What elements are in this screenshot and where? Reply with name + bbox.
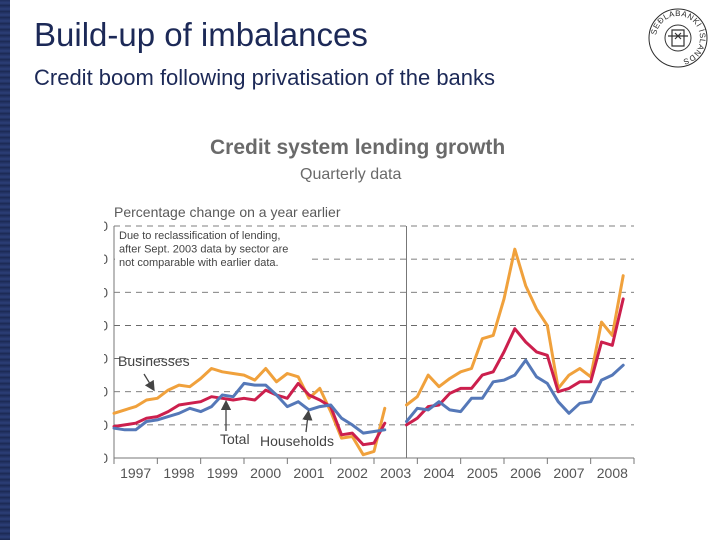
slide-subtitle: Credit boom following privatisation of t… [34, 65, 496, 90]
x-tick-label: 2005 [467, 465, 498, 481]
slide-left-border [0, 0, 10, 540]
annotation-businesses: Businesses [118, 353, 190, 369]
x-tick-label: 2008 [597, 465, 628, 481]
x-tick-label: 2003 [380, 465, 411, 481]
x-tick-label: 2004 [423, 465, 454, 481]
x-tick-label: 1999 [207, 465, 238, 481]
series-line-total [405, 297, 625, 427]
seal-lettering: SEÐLABANKI ÍSLANDS [649, 9, 707, 66]
x-tick-label: 2001 [293, 465, 324, 481]
series-line-total [112, 381, 387, 447]
x-tick-label: 2006 [510, 465, 541, 481]
y-tick-label: 70 [104, 218, 108, 234]
chart-subtitle: Quarterly data [300, 166, 401, 183]
y-tick-label: 50 [104, 284, 108, 300]
line-chart: Credit system lending growth Quarterly d… [92, 136, 635, 481]
chart-title: Credit system lending growth [210, 136, 505, 159]
y-tick-label: 20 [104, 384, 108, 400]
y-tick-label: 10 [104, 417, 108, 433]
annotation-households: Households [260, 433, 334, 449]
chart-note-line: after Sept. 2003 data by sector are [119, 244, 288, 256]
chart-container: Credit system lending growth Quarterly d… [92, 128, 650, 488]
chart-note: Due to reclassification of lending, after… [119, 230, 288, 269]
x-tick-label: 2007 [553, 465, 584, 481]
series-line-businesses [405, 247, 625, 407]
chart-note-line: Due to reclassification of lending, [119, 230, 280, 242]
x-tick-label: 2000 [250, 465, 281, 481]
annotation-arrow-households [302, 409, 313, 433]
annotation-total: Total [220, 431, 250, 447]
y-tick-label: 40 [104, 317, 108, 333]
x-tick-label: 1997 [120, 465, 151, 481]
x-tick-label: 2002 [337, 465, 368, 481]
x-tick-label: 1998 [163, 465, 194, 481]
annotation-arrow-businesses [143, 373, 155, 392]
y-tick-label: 30 [104, 351, 108, 367]
y-tick-label: 0 [104, 450, 108, 466]
series-line-households [112, 381, 387, 435]
chart-note-line: not comparable with earlier data. [119, 257, 279, 269]
central-bank-seal-logo: SEÐLABANKI ÍSLANDS [648, 8, 708, 68]
slide-title: Build-up of imbalances [34, 16, 368, 53]
y-axis-label: Percentage change on a year earlier [114, 204, 341, 220]
series-line-households [405, 358, 625, 423]
y-tick-label: 60 [104, 251, 108, 267]
note-background [115, 227, 311, 282]
